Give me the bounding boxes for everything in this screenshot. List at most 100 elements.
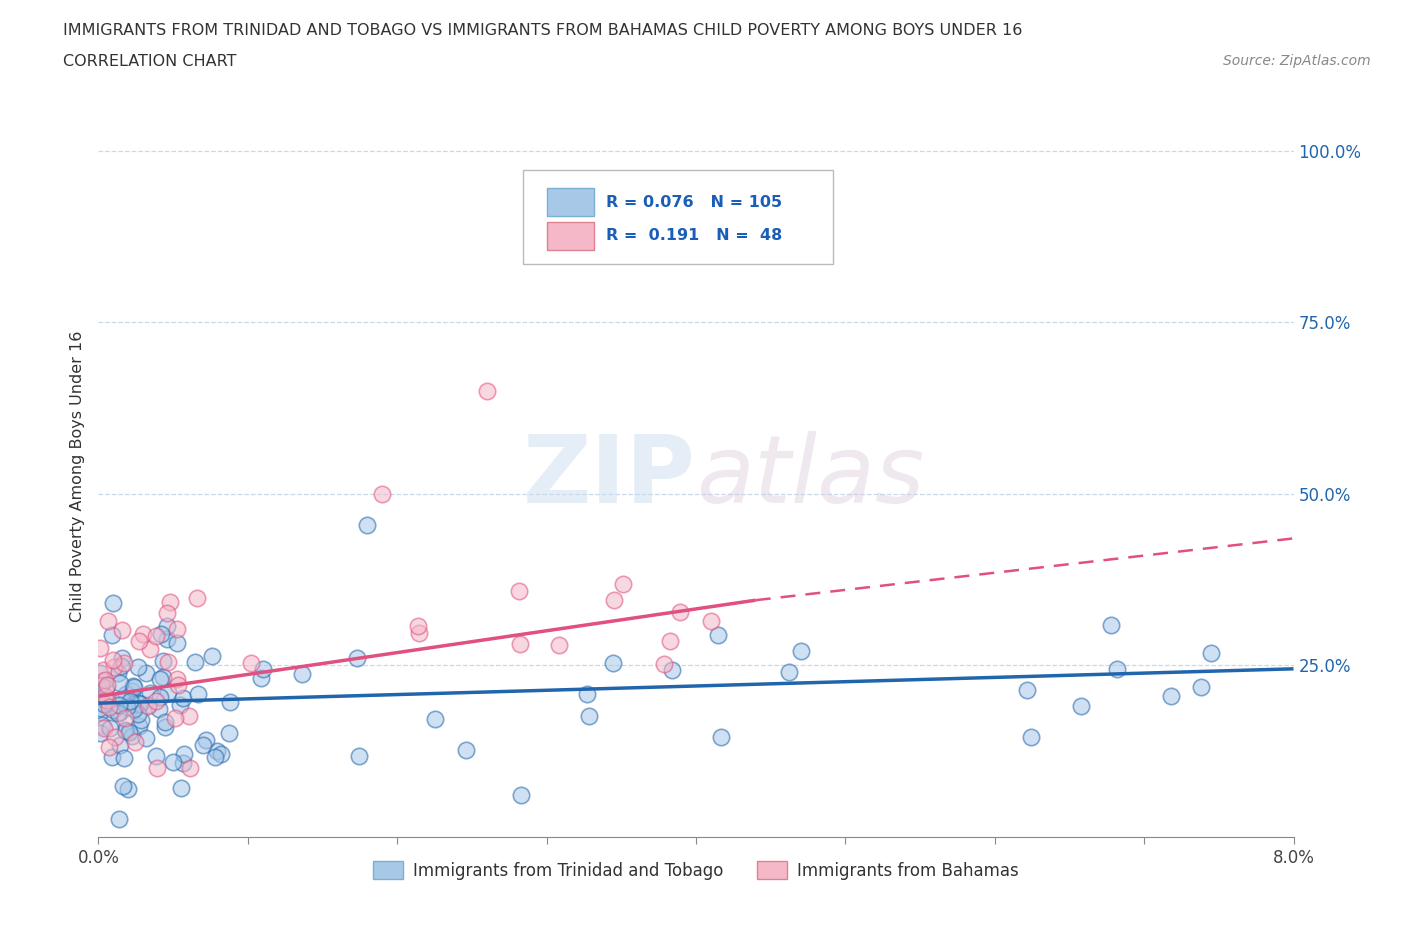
Point xyxy=(1070,698,1092,713)
Point xyxy=(576,686,599,701)
Point xyxy=(115,724,138,738)
Point xyxy=(89,725,111,740)
Point xyxy=(1199,645,1222,660)
Point xyxy=(1099,618,1122,632)
Point xyxy=(107,706,129,721)
Point xyxy=(145,629,167,644)
Point xyxy=(156,685,179,700)
Point xyxy=(602,655,624,670)
Point xyxy=(101,596,124,611)
Point xyxy=(149,671,172,686)
FancyBboxPatch shape xyxy=(523,170,834,264)
Point xyxy=(103,659,125,674)
Point xyxy=(89,684,111,698)
Point xyxy=(508,583,530,598)
Point xyxy=(166,635,188,650)
Point xyxy=(356,517,378,532)
Point xyxy=(578,708,600,723)
Point xyxy=(1105,661,1128,676)
Point xyxy=(165,711,187,725)
Point xyxy=(710,730,733,745)
Point xyxy=(291,666,314,681)
Point xyxy=(111,622,134,637)
Point xyxy=(156,631,179,646)
Text: ZIP: ZIP xyxy=(523,431,696,523)
Point xyxy=(124,680,146,695)
Point xyxy=(94,693,117,708)
Point xyxy=(652,657,675,671)
Point xyxy=(408,618,430,633)
Text: Source: ZipAtlas.com: Source: ZipAtlas.com xyxy=(1223,54,1371,68)
Point xyxy=(128,695,150,710)
Point xyxy=(107,666,129,681)
Bar xyxy=(547,222,595,249)
Point xyxy=(89,701,111,716)
Text: atlas: atlas xyxy=(696,432,924,522)
Point xyxy=(218,725,240,740)
Point xyxy=(707,628,730,643)
Point xyxy=(127,706,149,721)
Point xyxy=(108,812,131,827)
Point xyxy=(98,720,121,735)
Point xyxy=(131,712,153,727)
Point xyxy=(371,486,394,501)
Point xyxy=(146,761,169,776)
Point xyxy=(408,626,430,641)
Point xyxy=(1189,680,1212,695)
Point xyxy=(118,724,141,739)
Point xyxy=(156,655,179,670)
Point xyxy=(90,677,112,692)
Point xyxy=(1021,730,1043,745)
Point xyxy=(128,719,150,734)
Point xyxy=(89,666,111,681)
Point xyxy=(139,685,162,700)
Point xyxy=(204,750,226,764)
Point xyxy=(162,754,184,769)
Point xyxy=(612,577,634,591)
Point xyxy=(122,679,145,694)
Point xyxy=(94,689,117,704)
Point xyxy=(117,781,139,796)
Point xyxy=(122,697,145,711)
Point xyxy=(91,718,114,733)
Point xyxy=(169,698,191,712)
Point xyxy=(114,751,136,765)
Point xyxy=(101,703,124,718)
Point xyxy=(108,705,131,720)
Point xyxy=(167,677,190,692)
Point xyxy=(89,641,111,656)
Point xyxy=(252,661,274,676)
Point xyxy=(603,593,626,608)
Point xyxy=(145,694,167,709)
Point xyxy=(96,693,118,708)
Point xyxy=(195,733,218,748)
Point xyxy=(184,655,207,670)
Point xyxy=(209,747,232,762)
Point xyxy=(111,651,134,666)
Point xyxy=(112,656,135,671)
Point xyxy=(135,665,157,680)
Point xyxy=(240,656,263,671)
Point xyxy=(150,627,173,642)
Point xyxy=(347,749,370,764)
Text: R = 0.076   N = 105: R = 0.076 N = 105 xyxy=(606,194,783,209)
Point xyxy=(101,653,124,668)
Point xyxy=(145,748,167,763)
Text: CORRELATION CHART: CORRELATION CHART xyxy=(63,54,236,69)
Point xyxy=(159,595,181,610)
Point xyxy=(110,737,132,752)
Point xyxy=(128,633,150,648)
Point xyxy=(121,729,143,744)
Point xyxy=(120,694,142,709)
Point xyxy=(346,651,368,666)
Point xyxy=(139,642,162,657)
Point xyxy=(173,747,195,762)
Y-axis label: Child Poverty Among Boys Under 16: Child Poverty Among Boys Under 16 xyxy=(69,331,84,622)
Point xyxy=(454,743,477,758)
Point xyxy=(201,648,224,663)
Point xyxy=(149,689,172,704)
Point xyxy=(156,618,179,633)
Point xyxy=(136,698,159,712)
Point xyxy=(97,614,120,629)
Point xyxy=(658,634,681,649)
